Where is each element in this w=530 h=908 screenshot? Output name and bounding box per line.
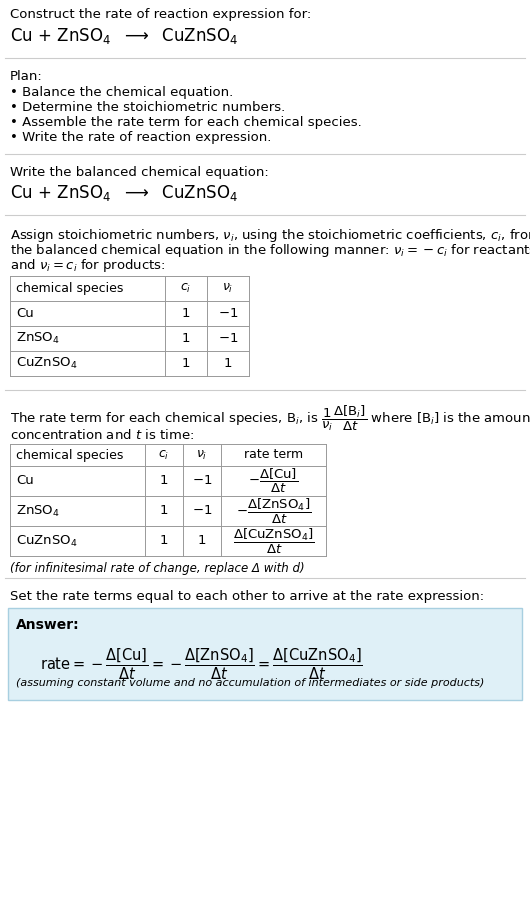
- Text: $1$: $1$: [223, 357, 233, 370]
- Text: • Assemble the rate term for each chemical species.: • Assemble the rate term for each chemic…: [10, 116, 362, 129]
- Text: CuZnSO$_4$: CuZnSO$_4$: [16, 356, 77, 371]
- Text: chemical species: chemical species: [16, 282, 123, 295]
- Text: Set the rate terms equal to each other to arrive at the rate expression:: Set the rate terms equal to each other t…: [10, 590, 484, 603]
- Text: $-1$: $-1$: [192, 475, 212, 488]
- Text: $-\dfrac{\Delta[\mathrm{ZnSO}_4]}{\Delta t}$: $-\dfrac{\Delta[\mathrm{ZnSO}_4]}{\Delta…: [236, 497, 311, 526]
- Text: 1: 1: [160, 535, 168, 548]
- Text: ZnSO$_4$: ZnSO$_4$: [16, 503, 60, 518]
- Text: $-\dfrac{\Delta[\mathrm{Cu}]}{\Delta t}$: $-\dfrac{\Delta[\mathrm{Cu}]}{\Delta t}$: [249, 467, 298, 495]
- Text: Answer:: Answer:: [16, 618, 80, 632]
- Text: Cu: Cu: [16, 475, 34, 488]
- Text: ZnSO$_4$: ZnSO$_4$: [16, 331, 60, 346]
- Text: Construct the rate of reaction expression for:: Construct the rate of reaction expressio…: [10, 8, 311, 21]
- Text: $\nu_i$: $\nu_i$: [222, 282, 234, 295]
- Text: $-1$: $-1$: [192, 505, 212, 518]
- Text: and $\nu_i = c_i$ for products:: and $\nu_i = c_i$ for products:: [10, 257, 165, 274]
- Text: Cu: Cu: [16, 307, 34, 320]
- Text: $-1$: $-1$: [218, 307, 238, 320]
- Text: $\nu_i$: $\nu_i$: [196, 449, 208, 461]
- Text: Cu + ZnSO$_4$  $\longrightarrow$  CuZnSO$_4$: Cu + ZnSO$_4$ $\longrightarrow$ CuZnSO$_…: [10, 26, 238, 46]
- Text: $c_i$: $c_i$: [158, 449, 170, 461]
- Text: • Balance the chemical equation.: • Balance the chemical equation.: [10, 86, 233, 99]
- Text: $\mathrm{rate} = -\dfrac{\Delta[\mathrm{Cu}]}{\Delta t} = -\dfrac{\Delta[\mathrm: $\mathrm{rate} = -\dfrac{\Delta[\mathrm{…: [40, 646, 363, 682]
- Text: 1: 1: [182, 357, 190, 370]
- Text: rate term: rate term: [244, 449, 303, 461]
- Text: $-1$: $-1$: [218, 332, 238, 345]
- Text: (for infinitesimal rate of change, replace Δ with d): (for infinitesimal rate of change, repla…: [10, 562, 305, 575]
- Text: 1: 1: [182, 332, 190, 345]
- Text: CuZnSO$_4$: CuZnSO$_4$: [16, 533, 77, 548]
- Text: Write the balanced chemical equation:: Write the balanced chemical equation:: [10, 166, 269, 179]
- Text: Plan:: Plan:: [10, 70, 43, 83]
- FancyBboxPatch shape: [8, 608, 522, 700]
- Text: 1: 1: [160, 475, 168, 488]
- Text: chemical species: chemical species: [16, 449, 123, 461]
- Text: 1: 1: [160, 505, 168, 518]
- Text: • Write the rate of reaction expression.: • Write the rate of reaction expression.: [10, 131, 271, 144]
- Text: 1: 1: [182, 307, 190, 320]
- Text: Cu + ZnSO$_4$  $\longrightarrow$  CuZnSO$_4$: Cu + ZnSO$_4$ $\longrightarrow$ CuZnSO$_…: [10, 183, 238, 203]
- Text: The rate term for each chemical species, B$_i$, is $\dfrac{1}{\nu_i}\dfrac{\Delt: The rate term for each chemical species,…: [10, 404, 530, 433]
- Text: concentration and $t$ is time:: concentration and $t$ is time:: [10, 428, 194, 442]
- Text: • Determine the stoichiometric numbers.: • Determine the stoichiometric numbers.: [10, 101, 285, 114]
- Text: $\dfrac{\Delta[\mathrm{CuZnSO}_4]}{\Delta t}$: $\dfrac{\Delta[\mathrm{CuZnSO}_4]}{\Delt…: [233, 527, 314, 556]
- Text: (assuming constant volume and no accumulation of intermediates or side products): (assuming constant volume and no accumul…: [16, 678, 484, 688]
- Text: $c_i$: $c_i$: [180, 282, 192, 295]
- Text: the balanced chemical equation in the following manner: $\nu_i = -c_i$ for react: the balanced chemical equation in the fo…: [10, 242, 530, 259]
- Text: Assign stoichiometric numbers, $\nu_i$, using the stoichiometric coefficients, $: Assign stoichiometric numbers, $\nu_i$, …: [10, 227, 530, 244]
- Text: $1$: $1$: [197, 535, 207, 548]
